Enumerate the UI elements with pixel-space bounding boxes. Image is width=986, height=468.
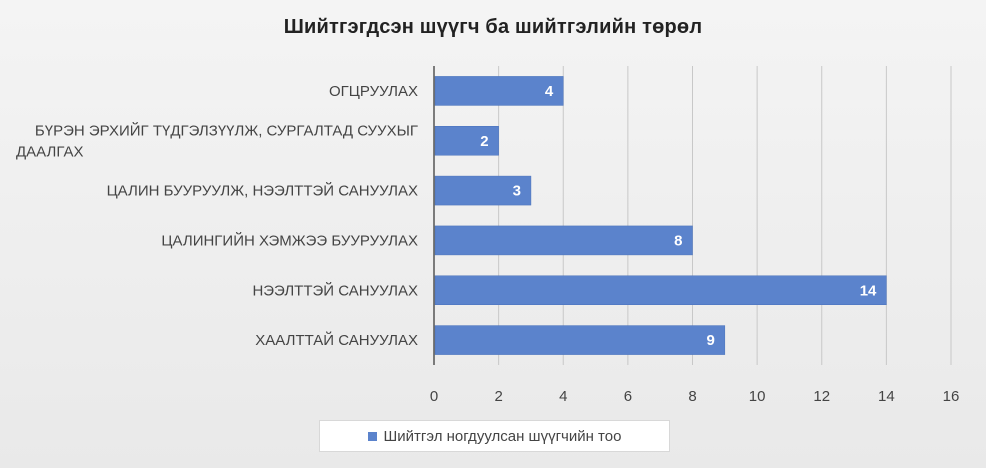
bars (434, 76, 887, 355)
labels: 0 2 4 6 8 10 12 14 16 4 ОГЦРУУЛАХ 2 БҮРЭН ЭРХИЙГ ТҮД… (16, 83, 959, 405)
x-tick-label: 8 (688, 388, 696, 405)
data-label: 14 (860, 282, 877, 299)
x-tick-label: 0 (430, 388, 438, 405)
x-tick-label: 16 (943, 388, 960, 405)
data-label: 4 (545, 83, 554, 100)
gridlines (498, 66, 952, 365)
bar (434, 175, 532, 206)
legend-label: Шийтгэл ногдуулсан шүүгчийн тоо (383, 427, 622, 445)
x-tick-label: 2 (494, 388, 502, 405)
x-tick-label: 6 (624, 388, 632, 405)
x-tick-label: 12 (813, 388, 830, 405)
bar (434, 275, 887, 305)
category-label: ЦАЛИНГИЙН ХЭМЖЭЭ БУУРУУЛАХ (161, 231, 418, 249)
bar (434, 325, 726, 355)
legend: Шийтгэл ногдуулсан шүүгчийн тоо (319, 420, 670, 452)
x-tick-label: 4 (559, 388, 567, 405)
chart-title: Шийтгэгдсэн шүүгч ба шийтгэлийн төрөл (283, 16, 703, 38)
category-label: БҮРЭН ЭРХИЙГ ТҮДГЭЛЗҮҮЛЖ, СУРГАЛТАД СУУХ… (16, 121, 418, 160)
category-label: ЦАЛИН БУУРУУЛЖ, НЭЭЛТТЭЙ САНУУЛАХ (107, 182, 418, 200)
bar (434, 126, 499, 156)
category-label: ОГЦРУУЛАХ (329, 83, 418, 100)
data-label: 8 (674, 232, 682, 249)
data-label: 3 (513, 183, 521, 200)
data-label: 2 (480, 133, 488, 150)
bar (434, 225, 693, 256)
x-tick-label: 14 (878, 388, 895, 405)
category-label: ХААЛТТАЙ САНУУЛАХ (255, 331, 418, 349)
x-tick-label: 10 (749, 388, 766, 405)
legend-swatch (367, 431, 377, 441)
bar (434, 76, 564, 106)
category-label: НЭЭЛТТЭЙ САНУУЛАХ (252, 281, 418, 299)
data-label: 9 (706, 332, 714, 349)
